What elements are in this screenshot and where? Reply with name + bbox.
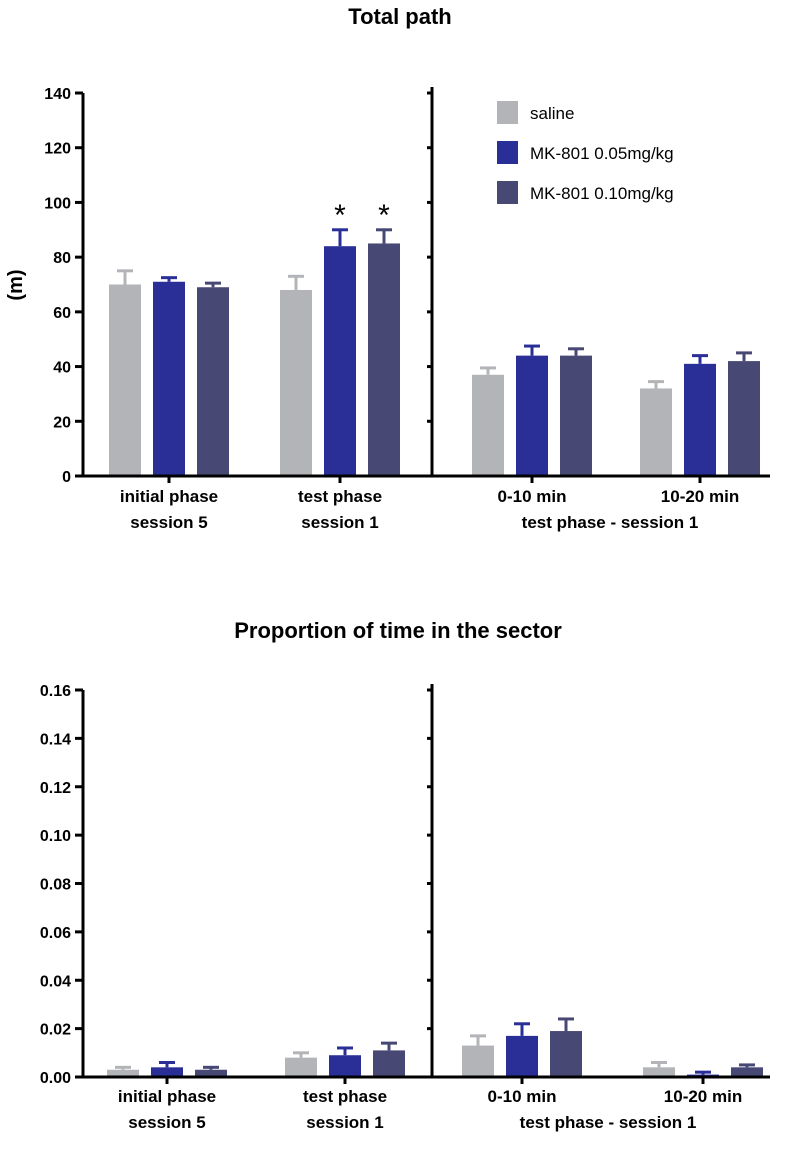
legend-swatch	[497, 141, 518, 164]
bar	[373, 1050, 405, 1077]
legend-label: MK-801 0.10mg/kg	[530, 184, 674, 203]
group-label: test phase - session 1	[520, 1113, 697, 1132]
bar	[324, 246, 356, 476]
bar	[560, 355, 592, 476]
y-tick-label: 20	[53, 414, 71, 431]
bar	[640, 388, 672, 476]
bar	[280, 289, 312, 476]
category-label: initial phase	[118, 1087, 216, 1106]
bar	[506, 1035, 538, 1077]
bar	[107, 1069, 139, 1077]
bar	[728, 361, 760, 476]
y-tick-label: 0.02	[40, 1022, 71, 1039]
y-tick-label: 0.10	[40, 828, 71, 845]
category-label: test phase	[303, 1087, 387, 1106]
category-label: test phase	[298, 487, 382, 506]
chart-2: Proportion of time in the sector 0.00 0.02…	[40, 618, 770, 1132]
category-label: 0-10 min	[498, 487, 567, 506]
y-tick-label: 0.12	[40, 780, 71, 797]
category-label: session 5	[128, 1113, 206, 1132]
y-tick-label: 0.14	[40, 731, 71, 748]
bar	[109, 284, 141, 476]
bar	[285, 1057, 317, 1077]
y-axis-label: (m)	[5, 269, 27, 300]
y-tick-label: 0.08	[40, 877, 71, 894]
category-label: 10-20 min	[664, 1087, 742, 1106]
chart-title: Proportion of time in the sector	[234, 618, 562, 643]
y-tick-label: 0.06	[40, 925, 71, 942]
legend-swatch	[497, 181, 518, 204]
category-label: initial phase	[120, 487, 218, 506]
significance-star: *	[378, 199, 390, 232]
bar	[197, 287, 229, 476]
chart-title: Total path	[348, 4, 451, 29]
bar	[462, 1045, 494, 1077]
bar	[151, 1067, 183, 1077]
significance-star: *	[334, 199, 346, 232]
y-tick-label: 0.04	[40, 973, 71, 990]
bar	[153, 281, 185, 476]
y-tick-label: 140	[44, 86, 71, 103]
category-label: session 5	[130, 513, 208, 532]
group-label: test phase - session 1	[522, 513, 699, 532]
legend: saline MK-801 0.05mg/kg MK-801 0.10mg/kg	[497, 101, 674, 204]
category-label: 0-10 min	[488, 1087, 557, 1106]
bar	[516, 355, 548, 476]
legend-label: saline	[530, 104, 574, 123]
y-tick-label: 0.16	[40, 683, 71, 700]
y-tick-label: 100	[44, 195, 71, 212]
bar	[684, 363, 716, 476]
y-tick-label: 60	[53, 305, 71, 322]
legend-label: MK-801 0.05mg/kg	[530, 144, 674, 163]
category-label: session 1	[301, 513, 379, 532]
y-tick-label: 0	[62, 469, 71, 486]
y-tick-label: 120	[44, 141, 71, 158]
bar	[643, 1067, 675, 1077]
category-label: 10-20 min	[661, 487, 739, 506]
legend-swatch	[497, 101, 518, 124]
bar	[472, 374, 504, 476]
bar	[731, 1067, 763, 1077]
bar	[329, 1055, 361, 1077]
y-tick-label: 40	[53, 360, 71, 377]
bar	[368, 243, 400, 476]
category-label: session 1	[306, 1113, 384, 1132]
bar	[195, 1069, 227, 1077]
bar	[550, 1031, 582, 1077]
y-tick-label: 80	[53, 250, 71, 267]
y-tick-label: 0.00	[40, 1070, 71, 1087]
chart-1: Total path (m) * * 0 20 40 60 80 100 120 140 initial…	[5, 4, 770, 532]
